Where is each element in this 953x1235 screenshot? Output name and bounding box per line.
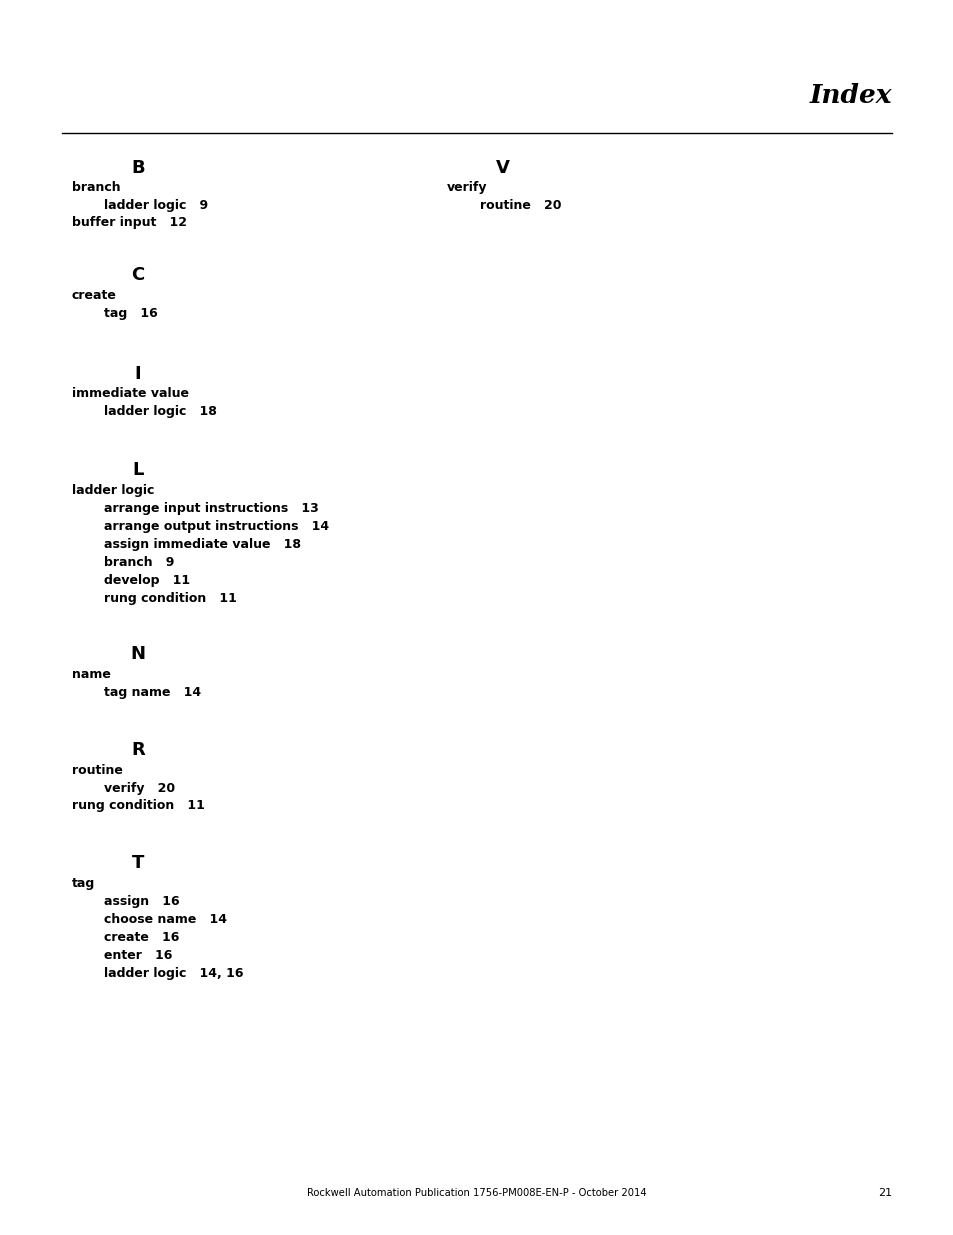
Text: enter   16: enter 16 [104,948,172,962]
Text: create: create [71,289,117,303]
Text: ladder logic   9: ladder logic 9 [104,199,208,212]
Text: arrange output instructions   14: arrange output instructions 14 [104,520,329,534]
Text: Index: Index [809,83,891,107]
Text: buffer input   12: buffer input 12 [71,216,187,228]
Text: B: B [132,159,145,177]
Text: V: V [496,159,510,177]
Text: branch   9: branch 9 [104,556,174,569]
Text: routine: routine [71,764,123,777]
Text: 21: 21 [877,1188,891,1198]
Text: immediate value: immediate value [71,387,189,400]
Text: tag name   14: tag name 14 [104,685,201,699]
Text: assign   16: assign 16 [104,895,179,908]
Text: tag: tag [71,877,95,890]
Text: rung condition   11: rung condition 11 [71,799,205,811]
Text: create   16: create 16 [104,931,179,944]
Text: Rockwell Automation Publication 1756-PM008E-EN-P - October 2014: Rockwell Automation Publication 1756-PM0… [307,1188,646,1198]
Text: T: T [132,853,144,872]
Text: ladder logic: ladder logic [71,484,154,496]
Text: name: name [71,668,111,680]
Text: verify: verify [447,182,487,194]
Text: C: C [132,266,145,284]
Text: N: N [131,645,146,663]
Text: choose name   14: choose name 14 [104,913,227,926]
Text: rung condition   11: rung condition 11 [104,592,236,605]
Text: verify   20: verify 20 [104,782,175,795]
Text: develop   11: develop 11 [104,574,190,587]
Text: routine   20: routine 20 [479,199,561,212]
Text: branch: branch [71,182,120,194]
Text: I: I [134,366,141,383]
Text: ladder logic   14, 16: ladder logic 14, 16 [104,967,243,981]
Text: arrange input instructions   13: arrange input instructions 13 [104,501,318,515]
Text: ladder logic   18: ladder logic 18 [104,405,216,417]
Text: L: L [132,461,144,479]
Text: tag   16: tag 16 [104,308,157,320]
Text: assign immediate value   18: assign immediate value 18 [104,538,301,551]
Text: R: R [131,741,145,760]
